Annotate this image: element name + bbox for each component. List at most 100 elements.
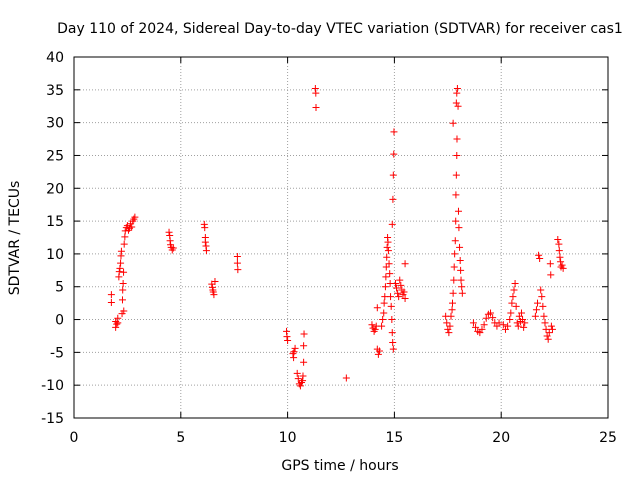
axis-ticks-layer: 0 5 10 15 20 25 -15 -10 -5 0 5 10 15 20 25 30 35 40 — [41, 50, 617, 446]
data-point — [384, 238, 392, 246]
data-point — [233, 259, 241, 267]
data-point — [447, 312, 455, 320]
data-point — [512, 302, 520, 310]
y-tick-label: -10 — [41, 378, 64, 394]
data-point — [454, 207, 462, 215]
data-point — [545, 329, 553, 337]
data-point — [387, 293, 395, 301]
data-point — [449, 119, 457, 127]
data-point — [514, 322, 522, 330]
data-point — [390, 128, 398, 136]
data-point — [537, 286, 545, 294]
data-point — [495, 319, 503, 327]
data-point — [389, 345, 397, 353]
data-point — [312, 104, 320, 112]
data-point — [375, 347, 383, 355]
data-point — [448, 306, 456, 314]
data-point — [312, 89, 320, 97]
data-point — [517, 309, 525, 317]
y-tick-label: -5 — [50, 345, 64, 361]
data-point — [210, 291, 218, 299]
data-point — [107, 291, 115, 299]
data-point — [506, 316, 514, 324]
data-point — [201, 224, 209, 232]
data-point — [401, 295, 409, 303]
data-point — [114, 319, 122, 327]
x-tick-label: 20 — [492, 430, 510, 446]
data-point — [391, 279, 399, 287]
data-point — [394, 289, 402, 297]
data-point — [390, 150, 398, 158]
data-point — [121, 233, 129, 241]
data-point — [542, 325, 550, 333]
data-point — [487, 309, 495, 317]
data-point — [546, 260, 554, 268]
data-point — [539, 302, 547, 310]
data-point — [233, 253, 241, 261]
data-point — [450, 276, 458, 284]
data-point — [555, 247, 563, 255]
data-point — [458, 289, 466, 297]
data-point — [511, 279, 519, 287]
data-point — [559, 264, 567, 272]
data-point — [482, 314, 490, 322]
data-point — [453, 135, 461, 143]
data-point — [451, 237, 459, 245]
data-point — [293, 369, 301, 377]
x-tick-label: 15 — [385, 430, 403, 446]
data-point — [451, 250, 459, 258]
data-point — [452, 191, 460, 199]
data-point — [452, 217, 460, 225]
data-point — [531, 312, 539, 320]
data-point — [128, 223, 136, 231]
data-point — [538, 293, 546, 301]
data-point — [554, 235, 562, 243]
data-point — [469, 319, 477, 327]
data-point — [513, 319, 521, 327]
data-point — [383, 243, 391, 251]
y-tick-label: -15 — [41, 411, 64, 427]
data-point — [290, 354, 298, 362]
data-point — [121, 227, 129, 235]
data-point — [520, 323, 528, 331]
chart-title: Day 110 of 2024, Sidereal Day-to-day VTE… — [57, 21, 623, 37]
x-tick-label: 5 — [176, 430, 185, 446]
data-point — [547, 322, 555, 330]
y-tick-label: 15 — [46, 214, 64, 230]
data-point — [384, 247, 392, 255]
data-point — [169, 244, 177, 252]
data-point — [385, 260, 393, 268]
x-tick-label: 25 — [599, 430, 617, 446]
data-point — [540, 312, 548, 320]
data-point — [380, 309, 388, 317]
data-point — [117, 247, 125, 255]
data-point — [234, 266, 242, 274]
y-axis-label: SDTVAR / TECUs — [7, 181, 23, 296]
data-point — [509, 293, 517, 301]
data-point — [453, 151, 461, 159]
data-point — [445, 329, 453, 337]
data-point — [131, 213, 139, 221]
data-point — [374, 350, 382, 358]
data-point — [120, 240, 128, 248]
data-point — [283, 333, 291, 341]
plot-frame — [73, 56, 609, 419]
data-point — [456, 243, 464, 251]
data-point — [296, 382, 304, 390]
data-point — [299, 372, 307, 380]
data-point — [458, 283, 466, 291]
data-point — [113, 320, 121, 328]
data-point — [118, 296, 126, 304]
data-point — [397, 281, 405, 289]
data-point — [547, 271, 555, 279]
data-point — [504, 322, 512, 330]
data-point — [115, 268, 123, 276]
grid-layer — [74, 57, 608, 418]
data-point — [478, 325, 486, 333]
data-point — [116, 264, 124, 272]
data-point — [544, 335, 552, 343]
data-point — [556, 253, 564, 261]
data-point — [211, 277, 219, 285]
data-point — [480, 321, 488, 329]
